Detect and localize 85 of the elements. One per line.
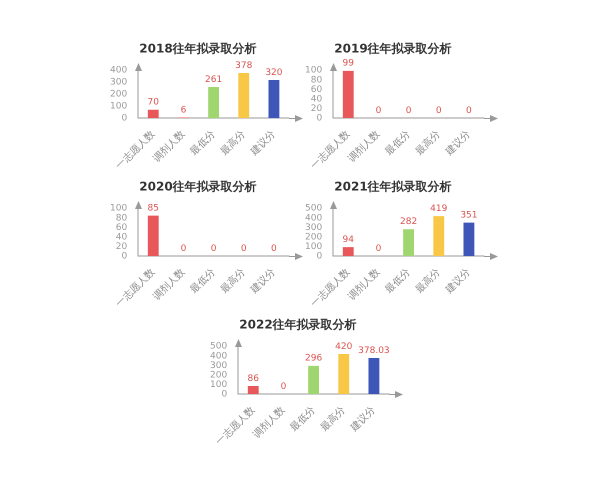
data-label: 282 xyxy=(400,217,418,228)
y-tick-label: 80 xyxy=(116,213,128,224)
x-tick-label: 最低分 xyxy=(288,404,318,434)
y-tick-label: 200 xyxy=(110,90,128,100)
y-tick-label: 400 xyxy=(304,213,322,224)
x-tick-label: 最低分 xyxy=(382,266,413,296)
y-tick-label: 0 xyxy=(316,252,322,262)
y-tick-label: 40 xyxy=(310,94,322,104)
bar xyxy=(308,366,320,394)
y-tick-label: 100 xyxy=(304,66,322,76)
data-label: 0 xyxy=(271,244,278,254)
x-tick-label: 最高分 xyxy=(318,404,348,434)
x-tick-label: 最低分 xyxy=(188,128,218,158)
y-tick-label: 0 xyxy=(121,252,128,262)
y-tick-label: 0 xyxy=(221,390,228,400)
y-tick-label: 100 xyxy=(110,102,128,112)
y-tick-label: 200 xyxy=(210,370,228,380)
data-label: 6 xyxy=(180,105,187,116)
bar xyxy=(342,247,354,256)
y-tick-label: 60 xyxy=(310,84,322,95)
bar xyxy=(338,354,350,394)
y-tick-label: 0 xyxy=(121,114,128,124)
y-tick-label: 400 xyxy=(110,66,128,76)
data-label: 0 xyxy=(180,244,187,254)
y-tick-label: 20 xyxy=(310,104,322,114)
bar xyxy=(463,222,474,256)
chart-title: 2019往年拟录取分析 xyxy=(334,41,452,56)
chart-title: 2021往年拟录取分析 xyxy=(334,179,452,194)
bar xyxy=(368,358,380,394)
data-label: 0 xyxy=(280,382,287,392)
y-tick-label: 500 xyxy=(210,342,228,352)
data-label: 0 xyxy=(240,244,247,254)
x-tick-label: 最高分 xyxy=(218,266,248,296)
bar xyxy=(208,86,220,118)
y-tick-label: 40 xyxy=(116,232,128,242)
data-label: 0 xyxy=(376,106,382,116)
bar xyxy=(148,110,159,118)
y-tick-label: 500 xyxy=(304,204,322,214)
data-label: 419 xyxy=(430,204,448,214)
y-tick-label: 20 xyxy=(116,242,128,252)
x-tick-label: 最低分 xyxy=(382,128,413,158)
bar xyxy=(248,386,259,394)
y-tick-label: 100 xyxy=(110,204,128,214)
bar xyxy=(433,216,444,256)
y-tick-label: 100 xyxy=(210,380,228,390)
data-label: 0 xyxy=(406,106,412,116)
data-label: 420 xyxy=(335,342,353,352)
data-label: 296 xyxy=(304,354,322,364)
data-label: 261 xyxy=(204,74,222,85)
x-tick-label: 建议分 xyxy=(442,128,473,158)
bar xyxy=(403,229,414,256)
data-label: 94 xyxy=(342,235,354,246)
y-tick-label: 0 xyxy=(316,114,322,124)
data-label: 85 xyxy=(148,203,159,214)
y-tick-label: 300 xyxy=(210,360,228,371)
data-label: 86 xyxy=(248,374,260,384)
data-label: 351 xyxy=(460,210,478,220)
bar xyxy=(238,73,250,118)
data-label: 0 xyxy=(376,244,382,254)
y-tick-label: 300 xyxy=(110,78,128,88)
bar xyxy=(268,80,280,118)
data-label: 0 xyxy=(436,106,442,116)
data-label: 378 xyxy=(235,60,253,71)
x-tick-label: 最高分 xyxy=(413,128,443,158)
y-tick-label: 200 xyxy=(304,232,322,242)
x-tick-label: 最高分 xyxy=(413,266,443,296)
x-tick-label: 最低分 xyxy=(188,266,218,296)
y-tick-label: 80 xyxy=(310,75,322,86)
y-tick-label: 100 xyxy=(304,242,322,252)
y-tick-label: 60 xyxy=(116,222,128,233)
data-label: 70 xyxy=(148,98,160,108)
x-tick-label: 建议分 xyxy=(247,266,278,296)
data-label: 99 xyxy=(342,58,354,69)
y-tick-label: 300 xyxy=(304,222,322,233)
data-label: 0 xyxy=(466,106,472,116)
data-label: 378.03 xyxy=(358,346,390,356)
x-tick-label: 建议分 xyxy=(347,404,378,434)
y-tick-label: 400 xyxy=(210,351,228,362)
x-tick-label: 建议分 xyxy=(247,128,278,158)
chart-title: 2020往年拟录取分析 xyxy=(139,179,257,194)
data-label: 320 xyxy=(265,68,283,78)
x-tick-label: 建议分 xyxy=(442,266,473,296)
chart-title: 2022往年拟录取分析 xyxy=(239,317,357,332)
chart-title: 2018往年拟录取分析 xyxy=(139,41,257,56)
x-tick-label: 最高分 xyxy=(218,128,248,158)
